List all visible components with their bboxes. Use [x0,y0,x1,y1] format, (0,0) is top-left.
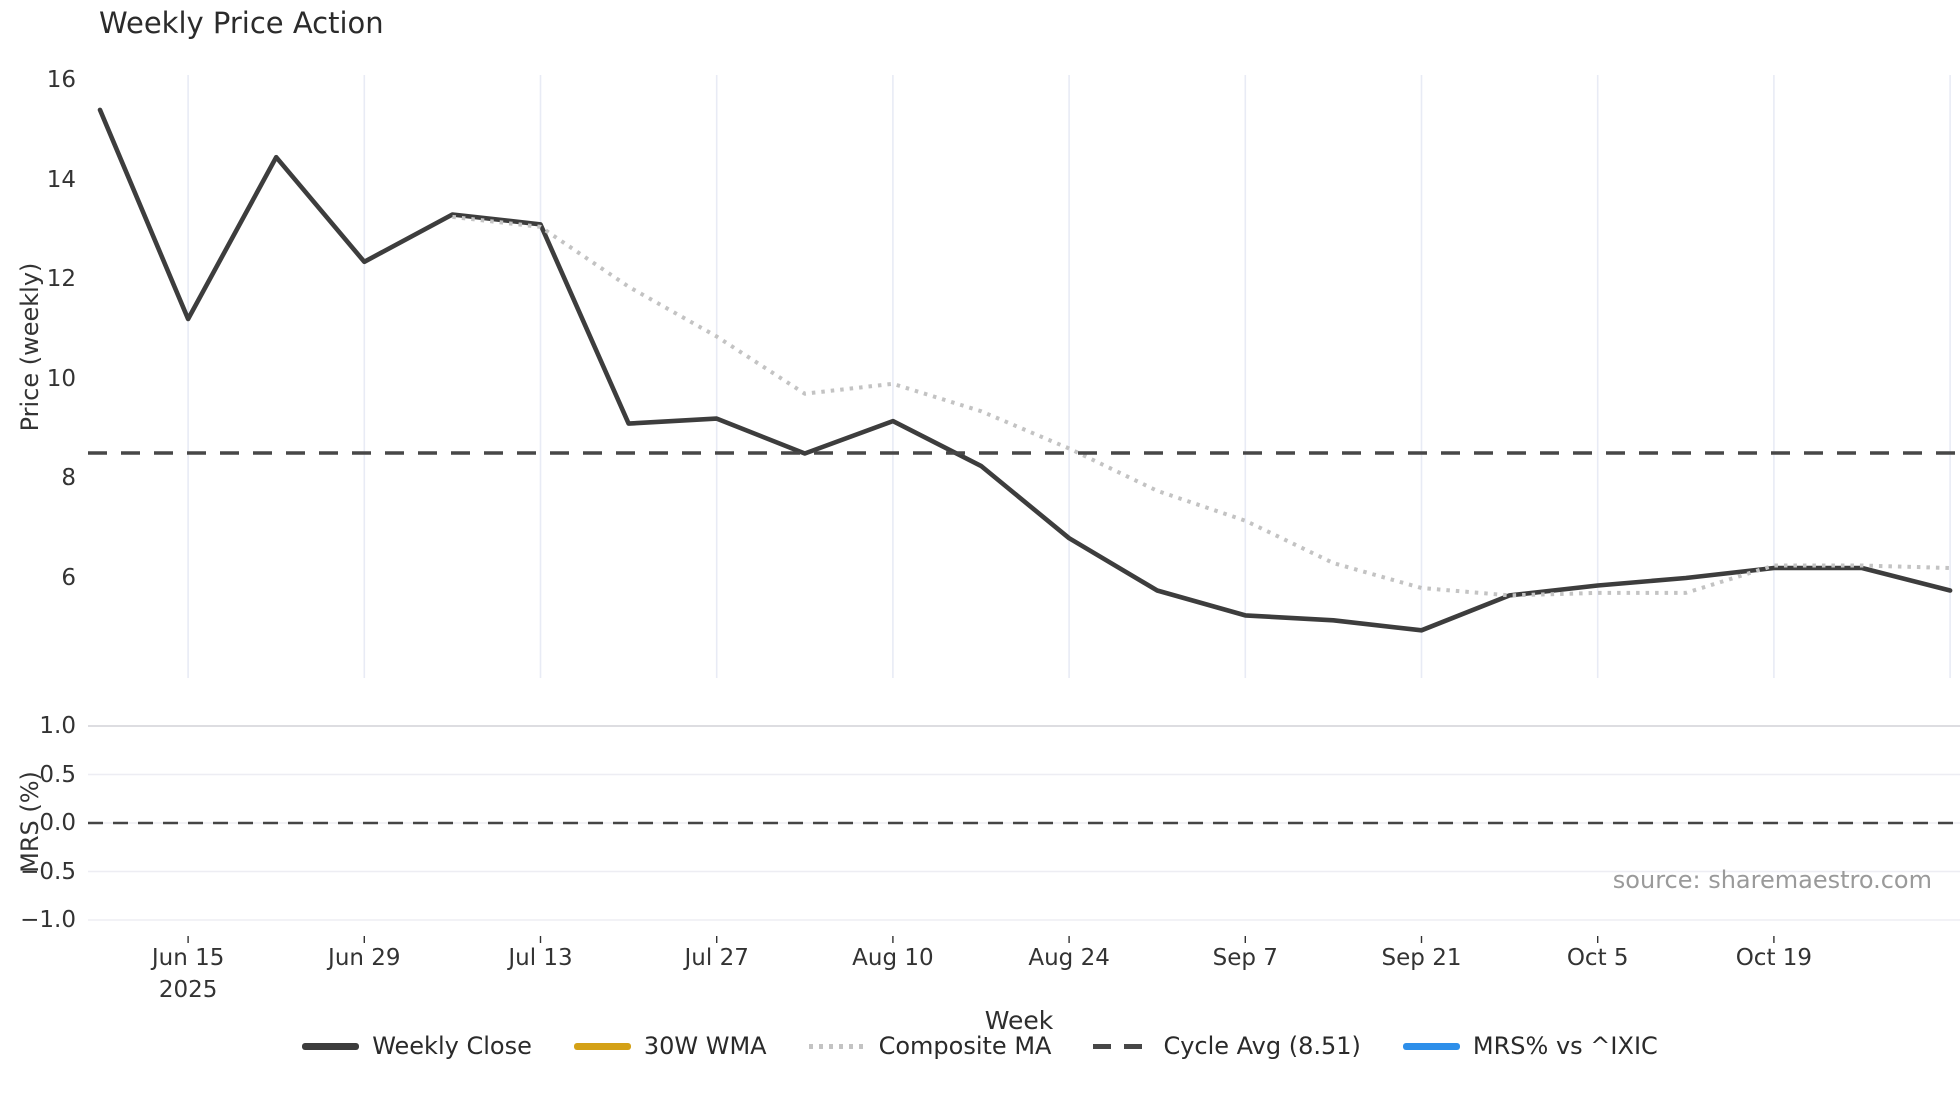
x-tick-label: Jun 29 [328,945,401,971]
mrs-tick-label: 0.0 [39,810,76,836]
x-tick-year-label: 2025 [158,977,218,1003]
legend-item-mrs-vs-ixic: MRS% vs ^IXIC [1402,1032,1658,1060]
weekly-close-line [97,107,1953,633]
dotted-line-swatch-icon [808,1043,866,1049]
line-swatch-icon [573,1042,631,1050]
source-text: source: sharemaestro.com [1612,866,1932,894]
x-tick-label: Aug 24 [1028,945,1110,971]
legend-item-composite-ma: Composite MA [808,1032,1052,1060]
x-tick-label: Sep 21 [1381,945,1462,971]
x-tick-label: Oct 19 [1735,945,1813,971]
x-tick-label: Oct 5 [1566,945,1629,971]
price-tick-label: 12 [46,266,76,293]
chart-title: Weekly Price Action [99,6,384,40]
price-tick-label: 10 [46,365,76,392]
mrs-tick-label: 1.0 [39,713,76,739]
x-tick-label: Jul 27 [684,945,749,971]
legend-label: Composite MA [878,1032,1052,1060]
legend-label: Cycle Avg (8.51) [1163,1032,1361,1060]
x-axis-title: Week [984,1006,1054,1035]
mrs-tick-label: −1.0 [20,907,76,933]
x-tick-label: Jul 13 [508,945,573,971]
line-swatch-icon [1402,1042,1460,1050]
mrs-tick-label: −0.5 [20,858,76,885]
x-tick-label: Sep 7 [1212,945,1278,971]
legend-label: Weekly Close [372,1032,532,1060]
line-swatch-icon [302,1042,360,1050]
legend-label: MRS% vs ^IXIC [1472,1032,1658,1060]
chart-legend: Weekly Close 30W WMA Composite MA Cycle … [0,1032,1960,1060]
legend-item-30w-wma: 30W WMA [573,1032,767,1060]
legend-label: 30W WMA [643,1032,767,1060]
price-tick-label: 14 [46,166,76,193]
legend-item-weekly-close: Weekly Close [302,1032,532,1060]
x-tick-label: Aug 10 [852,945,934,971]
mrs-tick-label: 0.5 [39,761,76,788]
legend-item-cycle-avg: Cycle Avg (8.51) [1093,1032,1361,1060]
price-tick-label: 6 [61,565,76,591]
price-tick-label: 8 [61,465,76,492]
dashed-line-swatch-icon [1093,1043,1151,1049]
composite-ma-line [452,214,1951,598]
price-tick-label: 16 [46,67,76,93]
x-tick-label: Jun 15 [151,945,225,971]
